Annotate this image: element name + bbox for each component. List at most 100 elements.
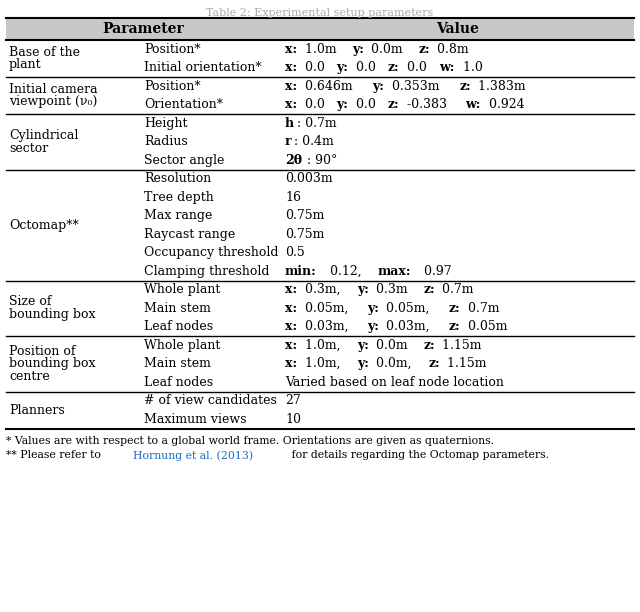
Text: 0.0m: 0.0m [367, 43, 407, 56]
Text: : 0.7m: : 0.7m [297, 117, 337, 130]
Text: 0.97: 0.97 [420, 265, 452, 278]
Text: 0.003m: 0.003m [285, 172, 333, 185]
Text: # of view candidates: # of view candidates [144, 394, 277, 407]
Text: Position*: Position* [144, 80, 200, 93]
Text: z:: z: [418, 43, 430, 56]
Text: Whole plant: Whole plant [144, 339, 220, 352]
Text: : 0.4m: : 0.4m [294, 135, 333, 148]
Text: x:: x: [285, 283, 297, 296]
Text: for details regarding the Octomap parameters.: for details regarding the Octomap parame… [288, 450, 549, 460]
Text: r: r [285, 135, 292, 148]
Text: -0.383: -0.383 [403, 99, 451, 111]
Text: Leaf nodes: Leaf nodes [144, 320, 213, 334]
Text: Hornung et al. (2013): Hornung et al. (2013) [133, 450, 253, 461]
Text: 0.5: 0.5 [285, 246, 305, 259]
Text: 0.05m: 0.05m [464, 320, 508, 334]
Text: z:: z: [423, 283, 435, 296]
Text: Resolution: Resolution [144, 172, 211, 185]
Text: 0.05m,: 0.05m, [301, 302, 352, 315]
Text: * Values are with respect to a global world frame. Orientations are given as qua: * Values are with respect to a global wo… [6, 436, 494, 447]
Text: x:: x: [285, 99, 297, 111]
Text: Raycast range: Raycast range [144, 228, 236, 241]
Text: 1.0m: 1.0m [301, 43, 340, 56]
Text: max:: max: [377, 265, 411, 278]
Text: Table 2: Experimental setup parameters: Table 2: Experimental setup parameters [206, 8, 434, 18]
Text: z:: z: [388, 61, 399, 74]
Text: Sector angle: Sector angle [144, 154, 225, 166]
Text: z:: z: [423, 339, 435, 352]
Text: 0.7m: 0.7m [438, 283, 474, 296]
Text: y:: y: [356, 339, 369, 352]
Text: 0.0: 0.0 [301, 99, 328, 111]
Text: Height: Height [144, 117, 188, 130]
Text: 1.15m: 1.15m [444, 357, 487, 370]
Text: y:: y: [372, 80, 384, 93]
Text: 2θ: 2θ [285, 154, 302, 166]
Text: h: h [285, 117, 294, 130]
Text: y:: y: [367, 320, 379, 334]
Text: ** Please refer to: ** Please refer to [6, 450, 104, 460]
Text: 0.8m: 0.8m [433, 43, 469, 56]
Text: plant: plant [9, 58, 42, 72]
Text: Whole plant: Whole plant [144, 283, 220, 296]
Text: 0.0: 0.0 [301, 61, 328, 74]
Text: Clamping threshold: Clamping threshold [144, 265, 269, 278]
Text: 0.646m: 0.646m [301, 80, 356, 93]
Text: 27: 27 [285, 394, 301, 407]
Text: 0.0: 0.0 [352, 61, 380, 74]
Text: y:: y: [337, 99, 349, 111]
Text: x:: x: [285, 357, 297, 370]
Text: y:: y: [367, 302, 379, 315]
Text: Max range: Max range [144, 209, 212, 222]
Text: x:: x: [285, 80, 297, 93]
Text: Occupancy threshold: Occupancy threshold [144, 246, 278, 259]
Text: Value: Value [436, 22, 479, 36]
Text: 0.05m,: 0.05m, [382, 302, 434, 315]
Text: bounding box: bounding box [9, 357, 95, 370]
Text: 0.353m: 0.353m [388, 80, 444, 93]
Text: min:: min: [285, 265, 317, 278]
Text: bounding box: bounding box [9, 308, 95, 321]
Text: Cylindrical: Cylindrical [9, 129, 78, 142]
Text: 16: 16 [285, 191, 301, 204]
Text: x:: x: [285, 61, 297, 74]
Text: 0.7m: 0.7m [463, 302, 499, 315]
Text: 0.3m: 0.3m [372, 283, 412, 296]
Text: Tree depth: Tree depth [144, 191, 214, 204]
Text: Position*: Position* [144, 43, 200, 56]
Text: Planners: Planners [9, 403, 65, 417]
Text: z:: z: [428, 357, 440, 370]
Bar [6, 18, 634, 40]
Text: viewpoint (ν₀): viewpoint (ν₀) [9, 95, 97, 108]
Text: w:: w: [465, 99, 480, 111]
Text: 1.383m: 1.383m [474, 80, 526, 93]
Text: z:: z: [460, 80, 471, 93]
Text: 1.0: 1.0 [459, 61, 483, 74]
Text: Parameter: Parameter [102, 22, 184, 36]
Text: Position of: Position of [9, 345, 76, 357]
Text: 0.924: 0.924 [484, 99, 524, 111]
Text: Size of: Size of [9, 296, 51, 308]
Text: 0.3m,: 0.3m, [301, 283, 344, 296]
Text: Initial camera: Initial camera [9, 83, 98, 95]
Text: Leaf nodes: Leaf nodes [144, 376, 213, 389]
Text: y:: y: [337, 61, 349, 74]
Text: y:: y: [352, 43, 364, 56]
Text: sector: sector [9, 141, 48, 155]
Text: y:: y: [356, 283, 369, 296]
Text: x:: x: [285, 339, 297, 352]
Text: 0.75m: 0.75m [285, 228, 324, 241]
Text: 0.75m: 0.75m [285, 209, 324, 222]
Text: x:: x: [285, 320, 297, 334]
Text: 0.12,: 0.12, [326, 265, 365, 278]
Text: 0.0m: 0.0m [372, 339, 412, 352]
Text: Radius: Radius [144, 135, 188, 148]
Text: Main stem: Main stem [144, 357, 211, 370]
Text: centre: centre [9, 370, 50, 383]
Text: 0.03m,: 0.03m, [301, 320, 352, 334]
Text: 0.0: 0.0 [352, 99, 380, 111]
Text: z:: z: [449, 302, 460, 315]
Text: z:: z: [388, 99, 399, 111]
Text: y:: y: [356, 357, 369, 370]
Text: Octomap**: Octomap** [9, 218, 79, 231]
